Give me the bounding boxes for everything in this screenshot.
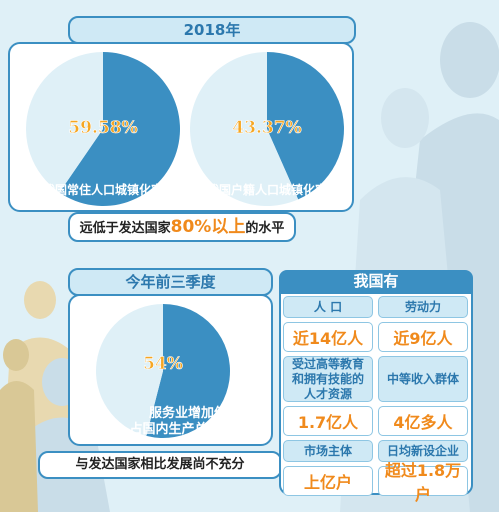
pie-services-caption-2: 占国内生产总值比重 bbox=[129, 422, 247, 437]
pie-resident-urbanization: 59.58% bbox=[26, 52, 181, 206]
note-before: 远低于发达国家 bbox=[79, 221, 171, 236]
pie-1-slice-1 bbox=[189, 52, 299, 206]
note-accent: 80%以上 bbox=[170, 217, 246, 237]
china-has-title: 我国有 bbox=[353, 272, 399, 290]
grid-label-left: 受过高等教育和拥有技能的人才资源 bbox=[283, 356, 373, 402]
pie-resident-caption: 我国常住人口城镇化率 bbox=[42, 183, 163, 197]
services-note-text: 与发达国家相比发展尚不充分 bbox=[75, 457, 245, 472]
grid-value-left: 近14亿人 bbox=[283, 322, 373, 352]
year-tab: 2018年 bbox=[68, 16, 356, 44]
period-tab: 今年前三季度 bbox=[68, 268, 273, 296]
grid-label-left: 市场主体 bbox=[283, 440, 373, 462]
pie-0-value-label: 59.58% bbox=[68, 118, 137, 138]
pie-services-share: 54% bbox=[96, 304, 231, 438]
grid-value-right: 4亿多人 bbox=[378, 406, 468, 436]
pie-1-slice-0 bbox=[267, 52, 344, 200]
pie-registered-urbanization: 43.37% bbox=[189, 52, 344, 206]
grid-label-right: 劳动力 bbox=[378, 296, 468, 318]
pie-0-slice-0 bbox=[59, 52, 181, 206]
grid-label-left: 人 口 bbox=[283, 296, 373, 318]
pie-services-caption-1: 服务业增加值 bbox=[148, 406, 227, 421]
china-has-header: 我国有 bbox=[279, 270, 473, 294]
urbanization-comparison-note: 远低于发达国家80%以上的水平 bbox=[68, 212, 296, 242]
pie-2-slice-0 bbox=[146, 304, 231, 438]
pie-2-value-label: 54% bbox=[143, 354, 183, 374]
grid-value-left: 上亿户 bbox=[283, 466, 373, 496]
grid-value-left: 1.7亿人 bbox=[283, 406, 373, 436]
year-label: 2018年 bbox=[183, 21, 241, 39]
period-label: 今年前三季度 bbox=[125, 273, 216, 291]
services-comparison-note: 与发达国家相比发展尚不充分 bbox=[38, 451, 282, 479]
pie-0-slice-1 bbox=[26, 52, 104, 193]
grid-label-right: 日均新设企业 bbox=[378, 440, 468, 462]
grid-value-right: 近9亿人 bbox=[378, 322, 468, 352]
pie-registered-caption: 我国户籍人口城镇化率 bbox=[206, 183, 327, 197]
pie-2-slice-1 bbox=[96, 304, 163, 436]
pie-1-value-label: 43.37% bbox=[232, 118, 301, 138]
note-after: 的水平 bbox=[245, 221, 285, 236]
grid-value-right: 超过1.8万户 bbox=[378, 461, 468, 504]
grid-label-right: 中等收入群体 bbox=[378, 356, 468, 402]
